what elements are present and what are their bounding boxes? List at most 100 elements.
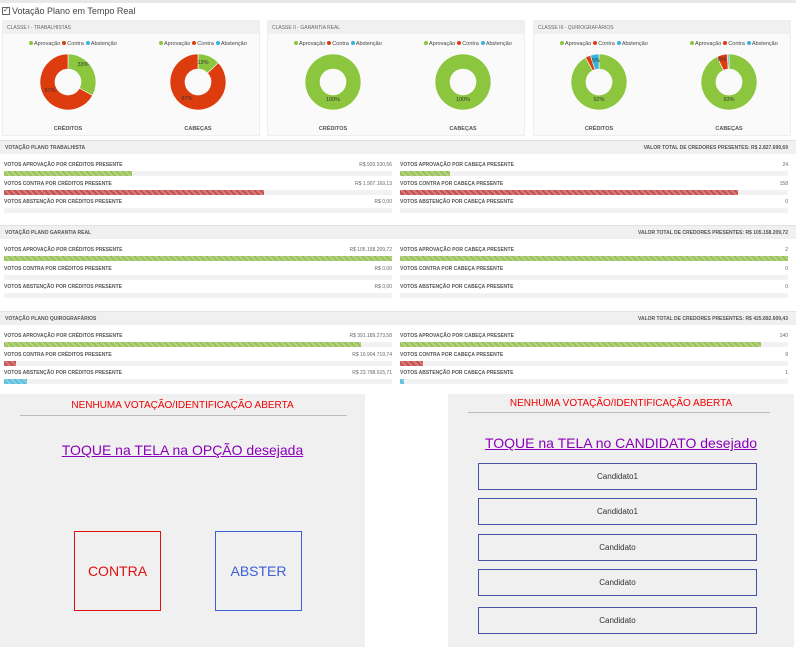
legend-dot-icon (327, 41, 332, 45)
vote-bar-value: 9 (785, 352, 788, 358)
section-header: VOTAÇÃO PLANO TRABALHISTA VALOR TOTAL DE … (0, 140, 796, 154)
vote-bar-value: 1 (785, 370, 788, 376)
chart-legend: Aprovação Contra Abstenção (688, 41, 778, 47)
abster-button[interactable]: ABSTER (215, 531, 302, 611)
donut-caption: CRÉDITOS (584, 126, 614, 132)
vote-bar-value: R$ 920.530,56 (359, 162, 392, 168)
progress-fill (4, 190, 264, 195)
chart-legend: Aprovação Contra Abstenção (292, 41, 382, 47)
legend-label: Abstenção (355, 41, 382, 47)
vote-bar-row: VOTOS APROVAÇÃO POR CRÉDITOS PRESENTE R$ … (4, 247, 392, 265)
section-total: VALOR TOTAL DE CREDORES PRESENTES: R$ 2.… (643, 145, 788, 151)
slice-percent-label: 6% (718, 57, 726, 63)
chart-legend: Aprovação Contra Abstenção (558, 41, 648, 47)
donut-slice (700, 53, 758, 111)
section-title: VOTAÇÃO PLANO TRABALHISTA (5, 145, 86, 151)
candidate-button[interactable]: Candidato1 (478, 463, 757, 490)
progress-track (4, 171, 392, 176)
page-title-text: Votação Plano em Tempo Real (12, 6, 136, 16)
vote-bar-value: R$ 391.189.273,58 (349, 333, 392, 339)
chart-legend: Aprovação Contra Abstenção (422, 41, 512, 47)
progress-fill (4, 256, 392, 261)
vote-bar-row: VOTOS APROVAÇÃO POR CRÉDITOS PRESENTE R$ … (4, 333, 392, 351)
donut-chart: 13% 87% (169, 53, 227, 111)
candidate-button[interactable]: Candidato (478, 569, 757, 596)
legend-label: Abstenção (90, 41, 117, 47)
donut-slice (67, 53, 97, 96)
progress-track (400, 293, 788, 298)
legend-dot-icon (159, 41, 163, 45)
vote-bar-row: VOTOS CONTRA POR CABEÇA PRESENTE 0 (400, 266, 788, 284)
slice-percent-label: 5% (592, 58, 600, 64)
slice-percent-label: 33% (77, 62, 88, 68)
vote-bar-label: VOTOS CONTRA POR CRÉDITOS PRESENTE (4, 352, 112, 358)
vote-bar-row: VOTOS ABSTENÇÃO POR CRÉDITOS PRESENTE R$ … (4, 199, 392, 217)
vote-bar-label: VOTOS CONTRA POR CABEÇA PRESENTE (400, 266, 504, 272)
section-header: VOTAÇÃO PLANO QUIROGRAFÁRIOS VALOR TOTAL … (0, 311, 796, 325)
vote-bar-label: VOTOS APROVAÇÃO POR CABEÇA PRESENTE (400, 333, 514, 339)
vote-bar-row: VOTOS ABSTENÇÃO POR CABEÇA PRESENTE 0 (400, 284, 788, 302)
vote-bar-value: 24 (782, 162, 788, 168)
checkbox-icon: ✓ (2, 7, 10, 15)
progress-fill (400, 361, 424, 366)
progress-track (400, 379, 788, 384)
legend-label: Abstenção (621, 41, 648, 47)
vote-bar-row: VOTOS APROVAÇÃO POR CABEÇA PRESENTE 24 (400, 162, 788, 180)
instruction-link[interactable]: TOQUE na TELA na OPÇÃO desejada (61, 442, 304, 458)
progress-track (400, 208, 788, 213)
vote-bar-value: R$ 10.904.719,74 (352, 352, 392, 358)
legend-dot-icon (723, 41, 728, 45)
donut-slice (434, 53, 492, 111)
section-header: VOTAÇÃO PLANO GARANTIA REAL VALOR TOTAL D… (0, 225, 796, 239)
donut-slice (726, 53, 730, 70)
progress-track (4, 379, 392, 384)
donut-caption: CABEÇAS (449, 126, 477, 132)
class-panel-title: CLASSE I - TRABALHISTAS (3, 21, 259, 34)
vote-bar-row: VOTOS ABSTENÇÃO POR CABEÇA PRESENTE 0 (400, 199, 788, 217)
vote-bar-label: VOTOS CONTRA POR CRÉDITOS PRESENTE (4, 181, 112, 187)
chart-legend: Aprovação Contra Abstenção (157, 41, 247, 47)
donut-chart: 92% 5% (570, 53, 628, 111)
vote-bar-value: 0 (785, 266, 788, 272)
progress-track (400, 256, 788, 261)
vote-bar-label: VOTOS ABSTENÇÃO POR CABEÇA PRESENTE (400, 370, 514, 376)
progress-track (4, 275, 392, 280)
legend-dot-icon (350, 41, 355, 45)
progress-fill (4, 361, 16, 366)
legend-dot-icon (593, 41, 598, 45)
legend-label: Aprovação (429, 41, 456, 47)
top-border (0, 0, 796, 3)
vote-bar-value: R$ 0,00 (374, 284, 392, 290)
donut-chart: 33% 67% (39, 53, 97, 111)
section-total: VALOR TOTAL DE CREDORES PRESENTES: R$ 10… (638, 230, 788, 236)
vote-bar-label: VOTOS ABSTENÇÃO POR CABEÇA PRESENTE (400, 199, 514, 205)
slice-percent-label: 67% (44, 88, 55, 94)
progress-fill (400, 379, 404, 384)
class-panel: CLASSE III - QUIROGRAFÁRIOS Aprovação Cont… (533, 20, 791, 136)
progress-track (400, 190, 788, 195)
candidate-button[interactable]: Candidato (478, 607, 757, 634)
legend-dot-icon (62, 41, 67, 45)
progress-track (400, 275, 788, 280)
kiosk-candidates-panel: NENHUMA VOTAÇÃO/IDENTIFICAÇÃO ABERTA TOQ… (448, 394, 794, 647)
legend-label: Contra (197, 41, 214, 47)
contra-button[interactable]: CONTRA (74, 531, 161, 611)
vote-bar-value: R$ 105.158.209,72 (349, 247, 392, 253)
candidate-button[interactable]: Candidato1 (478, 498, 757, 525)
candidate-button[interactable]: Candidato (478, 534, 757, 561)
legend-dot-icon (192, 41, 197, 45)
legend-dot-icon (560, 41, 564, 45)
donut-slice (589, 53, 600, 71)
legend-dot-icon (85, 41, 90, 45)
class-panel: CLASSE II - GARANTIA REAL Aprovação Contra… (267, 20, 525, 136)
slice-percent-label: 92% (593, 97, 604, 103)
vote-bar-row: VOTOS CONTRA POR CABEÇA PRESENTE 158 (400, 181, 788, 199)
progress-track (400, 342, 788, 347)
progress-fill (4, 379, 28, 384)
legend-label: Aprovação (299, 41, 326, 47)
instruction-link[interactable]: TOQUE na TELA no CANDIDATO desejado (484, 435, 758, 451)
donut-caption: CRÉDITOS (318, 126, 348, 132)
page-title: ✓ Votação Plano em Tempo Real (2, 6, 135, 16)
progress-track (400, 361, 788, 366)
vote-bar-value: R$ 0,00 (374, 199, 392, 205)
